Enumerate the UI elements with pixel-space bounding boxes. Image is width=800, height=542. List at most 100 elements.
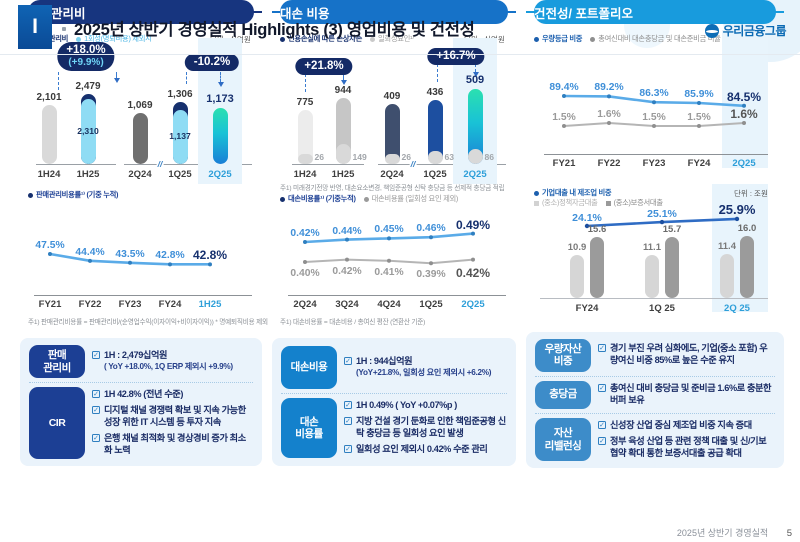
summary-items: ✓ 신성장 산업 중심 제조업 비중 지속 증대 ✓ 정부 육성 산업 등 관련 정책… (598, 418, 775, 462)
line-value-label: 0.40% (290, 268, 320, 279)
callout-main: +16.7% (436, 50, 476, 62)
summary-items: ✓ 1H : 944십억원 (YoY+21.8%, 일회성 요인 제외시 +6.2%… (344, 346, 507, 389)
panel-title: 대손 비용 (280, 6, 330, 21)
checkbox-icon: ✓ (344, 357, 352, 366)
callout-dash-right (343, 74, 344, 80)
line-x-label: 2Q24 (293, 299, 317, 310)
bar-x-label: 2Q24 (380, 169, 404, 180)
summary-item: ✓ 총여신 대비 충당금 및 준비금 1.6%로 충분한 버퍼 보유 (598, 383, 775, 407)
bar-1H24 (297, 110, 313, 164)
bar-1Q25 (427, 100, 443, 164)
summary-card: 대손비용 ✓ 1H : 944십억원 (YoY+21.8%, 일회성 요인 제외시 +… (272, 338, 516, 466)
bar-value-label: 15.7 (662, 224, 682, 235)
bar-sub-segment (384, 154, 400, 164)
legend-dot-icon (280, 196, 285, 202)
line-x-label: FY22 (597, 158, 621, 169)
bar-x-label: 1H24 (37, 169, 61, 180)
line-x-label: FY21 (38, 299, 62, 310)
slide-footer: 2025년 상반기 경영실적 5 (677, 526, 792, 539)
summary-item: ✓ 1H 42.8% (전년 수준) (92, 389, 253, 401)
bar-1H25 (335, 98, 351, 164)
panel-title-pill: 판매관리비 (28, 0, 254, 24)
bar-value-label: 11.1 (643, 242, 661, 253)
line-axis (544, 154, 768, 155)
summary-items: ✓ 경기 부진 우려 심화에도, 기업(중소 포함) 우량여신 비중 85%로 높… (598, 339, 775, 372)
bar-1H24 (41, 105, 57, 164)
summary-text: 경기 부진 우려 심화에도, 기업(중소 포함) 우량여신 비중 85%로 높은… (610, 343, 768, 366)
callout-dash-left (186, 72, 187, 84)
bar-sub-segment (80, 99, 96, 164)
bar-sub-label: 149 (352, 152, 367, 162)
bar-value-label: 10.9 (567, 242, 587, 253)
bar-1H25 (80, 94, 96, 164)
line-value-label: 89.2% (594, 82, 624, 94)
bar-x-label: 2Q25 (208, 169, 232, 180)
line-value-label: 86.3% (639, 88, 669, 100)
bar-policy-loan (570, 255, 584, 298)
line-axis (288, 295, 506, 296)
bar-value-label: 944 (334, 85, 352, 96)
legend-label: 일회성요인¹⁾ (378, 34, 414, 43)
line-value-label: 0.42% (332, 265, 362, 277)
legend-label: 대손비용률 (일회성 요인 제외) (371, 194, 459, 203)
summary-text: 일회성 요인 제외시 0.42% 수준 관리 (356, 444, 488, 455)
title-bullet-icon (62, 27, 66, 31)
legend-dot-icon (280, 36, 285, 42)
callout-dash-left (305, 74, 306, 92)
bar-value-label: 509 (465, 74, 485, 86)
panel-soundness: 건전성/ 포트폴리오 우량등급 비중 총여신대비 대손충당금 및 대손준비금 비율 8… (526, 0, 784, 470)
summary-text-wrap: 지방 건설 경기 둔화로 인한 책임준공형 신탁 충당금 등 일회성 요인 발생 (356, 416, 507, 440)
legend-label: 판매관리비 (36, 34, 69, 43)
bar-sub-segment (172, 110, 188, 164)
legend-label: (중소)보증서대출 (613, 198, 663, 207)
line-x-label: FY24 (158, 299, 182, 310)
summary-row: 자산 리밸런싱 ✓ 신성장 산업 중심 제조업 비중 지속 증대 ✓ 정부 육성 산업 … (535, 417, 775, 462)
bar-axis (540, 298, 768, 299)
summary-text-wrap: 1H 42.8% (전년 수준) (104, 389, 253, 401)
summary-text: 1H 42.8% (전년 수준) (104, 389, 183, 400)
summary-text-wrap: 1H : 944십억원 (YoY+21.8%, 일회성 요인 제외시 +6.2%) (356, 356, 507, 379)
callout-main: -10.2% (193, 56, 231, 68)
line-value-label: 1.5% (552, 112, 576, 123)
callout-dash-left (437, 64, 438, 82)
legend-dot-icon (76, 36, 82, 42)
bar-value-label: 409 (383, 91, 401, 102)
callout-arrow-icon (114, 78, 120, 83)
line-value-label: 1.6% (597, 109, 621, 120)
checkbox-icon: ✓ (92, 351, 100, 360)
legend-dot-icon (590, 36, 596, 42)
checkbox-icon: ✓ (344, 417, 352, 426)
checkbox-icon: ✓ (598, 420, 606, 429)
unit-label: 단위 : 조원 (734, 189, 768, 198)
legend-dot-icon (534, 190, 539, 196)
line-value-label: 44.4% (75, 246, 105, 258)
summary-item: ✓ 1H 0.49% ( YoY +0.07%p ) (344, 400, 507, 412)
legend-item: 1회성(명퇴비용) 제외시 (76, 34, 152, 44)
bar-value-label: 2,479 (75, 81, 101, 92)
summary-text-wrap: 1H 0.49% ( YoY +0.07%p ) (356, 400, 507, 412)
callout-dash-right (220, 72, 221, 82)
checkbox-icon: ✓ (598, 383, 606, 392)
bar-x-label: 1Q25 (168, 169, 192, 180)
summary-divider (535, 412, 775, 414)
callout-main: +18.0% (66, 44, 106, 56)
bar-sub-segment (335, 144, 351, 164)
bar-axis (378, 164, 506, 165)
summary-item: ✓ 정부 육성 산업 등 관련 정책 대출 및 신/기보 협약 확대 통한 보증서… (598, 436, 775, 460)
line-x-label: FY22 (78, 299, 102, 310)
legend-item: 우량등급 비중 (534, 34, 583, 44)
line-x-label: 3Q24 (335, 299, 359, 310)
summary-item: ✓ 1H : 944십억원 (YoY+21.8%, 일회성 요인 제외시 +6.2%… (344, 356, 507, 379)
line-value-label: 0.46% (416, 223, 446, 235)
line-x-label: 4Q24 (377, 299, 401, 310)
line-value-label: 0.45% (374, 224, 404, 236)
change-callout: +16.7% (427, 48, 485, 66)
line-value-label: 24.1% (572, 212, 602, 224)
chart-legend: (중소)정책자금대출 (중소)보증서대출 (534, 198, 663, 208)
panel-title-pill: 대손 비용 (280, 0, 508, 24)
summary-item: ✓ 디지털 채널 경쟁력 확보 및 지속 가능한 성장 위한 IT 시스템 등 투… (92, 405, 253, 429)
summary-item: ✓ 지방 건설 경기 둔화로 인한 책임준공형 신탁 충당금 등 일회성 요인 발… (344, 416, 507, 440)
bar-sub-label: 86 (484, 152, 495, 162)
callout-dash-left (58, 72, 59, 90)
